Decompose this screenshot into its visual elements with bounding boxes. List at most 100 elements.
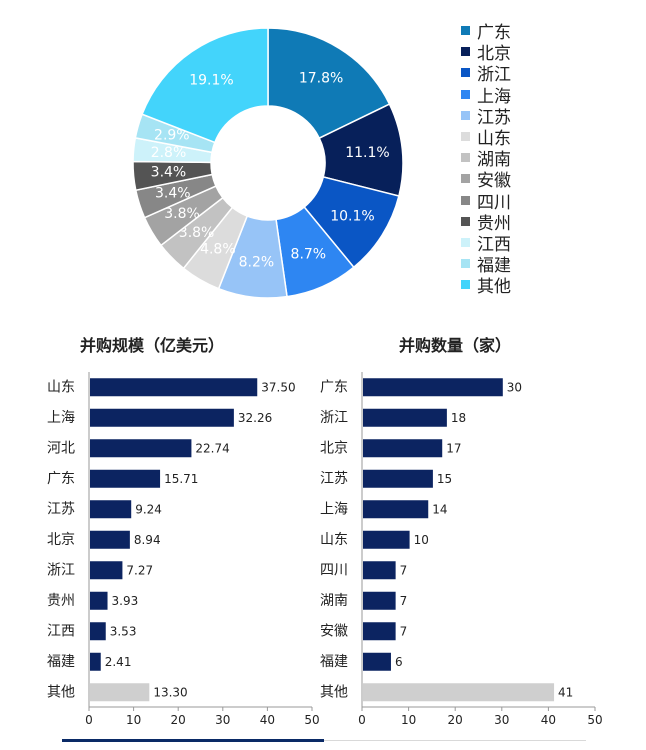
legend-item: 北京 — [461, 41, 511, 64]
bar — [90, 683, 150, 702]
bar — [363, 408, 447, 427]
legend-item: 山东 — [461, 126, 511, 150]
donut-slice-label: 4.8% — [200, 242, 236, 258]
x-tick-label: 40 — [260, 713, 275, 727]
donut-slice-label: 19.1% — [189, 73, 233, 89]
legend-label: 湖南 — [477, 150, 511, 171]
bar — [90, 469, 161, 488]
category-label: 上海 — [320, 501, 348, 517]
legend-swatch — [461, 237, 470, 247]
legend-swatch — [461, 195, 470, 205]
legend-swatch — [461, 47, 470, 57]
value-label: 37.50 — [261, 380, 295, 394]
bar — [363, 439, 443, 458]
bar — [363, 500, 429, 519]
value-label: 7 — [400, 624, 408, 638]
donut-slice-label: 3.4% — [155, 185, 191, 201]
legend-swatch — [461, 89, 470, 99]
legend-swatch — [461, 26, 470, 36]
value-label: 18 — [451, 411, 466, 425]
category-label: 广东 — [47, 471, 75, 487]
bar — [363, 622, 396, 641]
value-label: 15.71 — [164, 472, 198, 486]
legend-item: 其他 — [461, 274, 511, 298]
value-label: 32.26 — [238, 411, 272, 425]
legend-item: 贵州 — [461, 211, 511, 234]
value-label: 2.41 — [105, 655, 132, 669]
bottom-divider-blue — [62, 739, 324, 742]
donut-slice-label: 3.8% — [164, 206, 200, 222]
scale-bar-chart: 山东 37.50 上海 32.26 河北 22.74 广东 15.71 江苏 9.24 北京 8.94… — [47, 372, 320, 727]
donut-slice-label: 3.8% — [179, 225, 215, 241]
donut-slice — [141, 27, 269, 144]
value-label: 7 — [400, 594, 408, 608]
legend-item: 福建 — [461, 253, 511, 277]
value-label: 10 — [414, 533, 429, 547]
legend-swatch — [461, 110, 470, 120]
bar — [90, 591, 108, 610]
legend-item: 安徽 — [461, 168, 511, 192]
legend-label: 贵州 — [477, 213, 511, 234]
bar — [90, 439, 192, 458]
legend-label: 安徽 — [477, 171, 511, 192]
donut-slice-label: 17.8% — [299, 70, 343, 86]
x-tick-label: 10 — [126, 713, 141, 727]
category-label: 河北 — [47, 440, 75, 456]
donut-slice-label: 8.2% — [239, 254, 275, 270]
value-label: 9.24 — [135, 502, 162, 516]
scale-chart-title: 并购规模（亿美元） — [80, 336, 225, 355]
bar — [363, 591, 396, 610]
x-tick-label: 50 — [304, 713, 319, 727]
legend-label: 上海 — [477, 86, 511, 107]
donut-slice-label: 2.8% — [151, 145, 187, 161]
category-label: 其他 — [320, 684, 348, 700]
legend-label: 浙江 — [477, 65, 511, 86]
value-label: 8.94 — [134, 533, 161, 547]
bar — [363, 652, 391, 671]
legend-swatch — [461, 132, 470, 142]
category-label: 湖南 — [320, 593, 348, 609]
legend-label: 其他 — [477, 277, 511, 298]
category-label: 浙江 — [47, 562, 75, 578]
bar — [90, 500, 132, 519]
x-tick-label: 20 — [448, 713, 463, 727]
legend-item: 江苏 — [461, 105, 511, 128]
bottom-divider-grey — [324, 740, 586, 741]
legend-swatch — [461, 68, 470, 78]
x-tick-label: 20 — [171, 713, 186, 727]
donut-slice-label: 11.1% — [345, 145, 389, 161]
legend-label: 江苏 — [477, 107, 511, 128]
value-label: 14 — [432, 502, 447, 516]
legend-item: 四川 — [461, 190, 511, 213]
bar — [363, 683, 555, 702]
bar — [363, 469, 433, 488]
value-label: 3.53 — [110, 624, 137, 638]
legend-label: 四川 — [477, 192, 511, 213]
count-chart-title: 并购数量（家） — [399, 336, 512, 355]
x-tick-label: 0 — [358, 713, 366, 727]
value-label: 7.27 — [126, 563, 153, 577]
value-label: 30 — [507, 380, 522, 394]
category-label: 山东 — [47, 379, 75, 395]
x-tick-label: 0 — [85, 713, 93, 727]
donut-slice-label: 8.7% — [291, 247, 327, 263]
bar — [90, 530, 130, 549]
value-label: 13.30 — [153, 685, 187, 699]
x-tick-label: 50 — [587, 713, 602, 727]
legend-label: 福建 — [477, 256, 511, 277]
legend-item: 江西 — [461, 232, 511, 255]
donut-slice-label: 10.1% — [330, 208, 374, 224]
value-label: 6 — [395, 655, 403, 669]
bar — [363, 561, 396, 580]
x-tick-label: 10 — [401, 713, 416, 727]
bar — [90, 378, 258, 397]
category-label: 广东 — [320, 379, 348, 395]
category-label: 山东 — [320, 532, 348, 548]
legend-label: 山东 — [477, 129, 511, 150]
bar — [90, 622, 106, 641]
category-label: 北京 — [320, 440, 348, 456]
category-label: 浙江 — [320, 410, 348, 426]
category-label: 江西 — [47, 623, 75, 639]
bar — [363, 378, 503, 397]
legend-swatch — [461, 259, 470, 269]
